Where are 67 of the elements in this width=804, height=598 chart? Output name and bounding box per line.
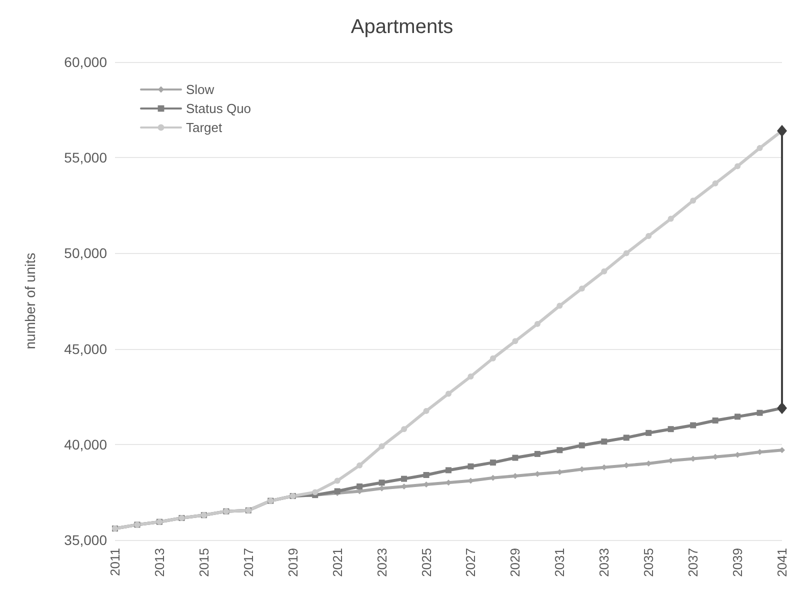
x-tick-label: 2013 (152, 548, 167, 577)
x-tick-label: 2033 (596, 548, 612, 577)
x-tick-label: 2041 (774, 548, 790, 577)
point (756, 410, 763, 416)
point (690, 198, 696, 204)
y-axis-title: number of units (22, 252, 38, 350)
point (512, 338, 518, 344)
x-tick-label: 2017 (240, 548, 256, 577)
point (578, 286, 585, 292)
point (578, 442, 585, 448)
x-tick-label: 2025 (418, 548, 434, 577)
x-tick-label: 2035 (641, 548, 656, 577)
y-tick-label: 45,000 (64, 340, 108, 357)
point (556, 447, 563, 454)
point (401, 476, 408, 482)
y-tick-label: 55,000 (64, 150, 108, 166)
point (734, 163, 741, 170)
point (446, 390, 452, 397)
point (756, 145, 763, 152)
point (378, 480, 385, 486)
legend-label: Slow (186, 82, 215, 97)
point (401, 426, 408, 432)
point (623, 434, 630, 441)
x-tick-label: 2029 (508, 548, 523, 577)
legend-label: Target (186, 120, 223, 135)
point (378, 443, 385, 450)
point (334, 478, 340, 484)
chart-title: Apartments (350, 16, 454, 38)
y-tick-label: 50,000 (64, 245, 108, 262)
point (712, 418, 718, 424)
point (734, 414, 741, 420)
x-tick-label: 2037 (686, 548, 701, 577)
point (712, 180, 718, 186)
point (490, 460, 496, 466)
point (312, 489, 318, 496)
point (646, 430, 652, 436)
point (512, 454, 518, 461)
x-tick-label: 2019 (285, 548, 300, 577)
point (534, 320, 540, 327)
y-tick-label: 60,000 (64, 54, 108, 70)
x-tick-label: 2027 (463, 548, 478, 577)
point (356, 462, 363, 468)
point (423, 472, 430, 478)
point (646, 232, 652, 239)
point (668, 216, 674, 222)
point (668, 426, 674, 432)
point (468, 374, 474, 380)
point (356, 483, 363, 490)
x-tick-label: 2011 (108, 548, 122, 576)
point (601, 438, 608, 445)
point (446, 467, 452, 474)
point (601, 268, 608, 274)
x-tick-label: 2021 (330, 548, 345, 577)
point (556, 302, 563, 309)
x-tick-label: 2023 (374, 548, 390, 577)
point (690, 422, 696, 428)
point (490, 355, 496, 362)
point (423, 408, 430, 414)
x-tick-label: 2039 (730, 548, 746, 577)
x-tick-label: 2015 (196, 548, 212, 577)
legend-label: Status Quo (186, 101, 252, 116)
point (534, 450, 540, 457)
y-tick-label: 35,000 (64, 532, 108, 548)
point (623, 250, 630, 256)
y-tick-label: 40,000 (64, 436, 108, 452)
point (468, 463, 474, 470)
x-tick-label: 2031 (552, 548, 568, 577)
